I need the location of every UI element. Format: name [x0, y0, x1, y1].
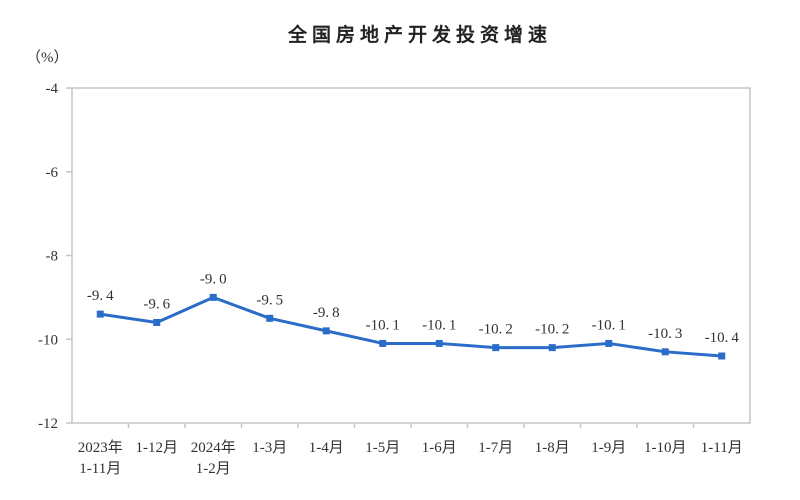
data-point-label: -9. 6: [143, 297, 170, 313]
data-point-label: -9. 8: [313, 305, 340, 321]
plot-border: [71, 87, 751, 424]
x-axis-category-label: 1-8月: [535, 440, 570, 456]
data-point-marker: [718, 352, 726, 360]
data-point-label: -9. 4: [87, 288, 114, 304]
y-axis-tick-label: -8: [46, 249, 59, 265]
data-point-label: -10. 1: [422, 317, 456, 333]
data-point-marker: [492, 344, 500, 352]
x-axis-category-label: 1-2月: [196, 461, 231, 477]
data-point-label: -10. 1: [366, 317, 400, 333]
x-axis-category-label: 2023年: [78, 439, 123, 456]
data-line: [98, 295, 724, 358]
data-point-marker: [605, 339, 613, 347]
data-point-marker: [661, 348, 669, 356]
x-axis-category-label: 2024年: [191, 439, 236, 456]
data-point-marker: [379, 339, 387, 347]
y-axis-tick-label: -12: [38, 416, 58, 432]
data-point-marker: [548, 344, 556, 352]
x-axis-category-label: 1-9月: [591, 440, 626, 456]
x-axis-category-label: 1-12月: [136, 440, 179, 456]
y-axis-tick-label: -6: [46, 165, 59, 181]
x-axis-category-label: 1-7月: [478, 440, 513, 456]
data-point-marker: [209, 293, 217, 301]
y-axis-tick-label: -10: [38, 332, 58, 348]
data-point-label: -9. 5: [256, 292, 283, 308]
x-axis-category-label: 1-6月: [422, 440, 457, 456]
data-point-label: -10. 4: [705, 330, 740, 346]
x-axis-category-label: 1-3月: [252, 440, 287, 456]
data-point-label: -10. 1: [592, 317, 626, 333]
data-point-label: -10. 3: [648, 326, 682, 342]
data-point-label: -10. 2: [535, 322, 569, 338]
data-point-marker: [153, 319, 161, 326]
data-point-marker: [96, 310, 104, 318]
data-point-marker: [435, 339, 443, 347]
data-point-marker: [322, 327, 330, 335]
data-point-label: -9. 0: [200, 271, 227, 287]
x-axis-category-label: 1-5月: [365, 440, 400, 456]
x-axis-category-label: 1-11月: [79, 461, 121, 477]
x-axis-category-label: 1-10月: [644, 440, 687, 456]
y-axis-tick-label: -4: [46, 81, 59, 97]
x-axis-category-label: 1-4月: [309, 440, 344, 456]
chart-title: 全国房地产开发投资增速: [287, 25, 552, 46]
x-axis-category-label: 1-11月: [701, 440, 743, 456]
data-point-marker: [266, 314, 274, 322]
data-point-label: -10. 2: [479, 322, 513, 338]
y-axis-unit-label: （%）: [26, 50, 69, 66]
